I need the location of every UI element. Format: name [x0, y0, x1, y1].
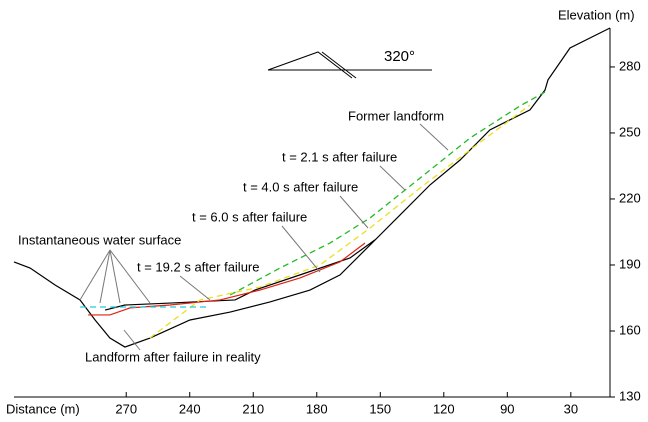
- annotation: t = 6.0 s after failure: [192, 209, 307, 224]
- profile-line: [88, 242, 366, 316]
- leader-line: [419, 123, 449, 151]
- compass: 320°: [267, 48, 432, 79]
- profile-line: [149, 104, 531, 339]
- y-axis-label: Elevation (m): [558, 7, 635, 22]
- annotation: t = 2.1 s after failure: [282, 149, 397, 164]
- profile-line: [104, 239, 376, 311]
- leader-line: [339, 195, 369, 229]
- x-tick-label: 90: [500, 401, 514, 416]
- annotation: Instantaneous water surface: [18, 232, 181, 247]
- x-tick-label: 270: [115, 401, 137, 416]
- leader-line: [99, 249, 111, 304]
- profile-line: [13, 27, 611, 348]
- x-tick-label: 180: [306, 401, 328, 416]
- leader-line: [179, 275, 211, 301]
- y-tick-label: 280: [619, 58, 641, 73]
- compass-arrow: [321, 51, 357, 79]
- x-axis-label: Distance (m): [6, 401, 80, 416]
- leader-line: [123, 329, 141, 351]
- x-tick-label: 210: [242, 401, 264, 416]
- leader-line: [79, 249, 111, 301]
- profile-line: [229, 91, 546, 296]
- x-tick-label: 150: [369, 401, 391, 416]
- x-tick-label: 240: [179, 401, 201, 416]
- y-tick-label: 160: [619, 322, 641, 337]
- annotation: t = 4.0 s after failure: [243, 179, 358, 194]
- leader-line: [109, 249, 151, 304]
- leader-line: [281, 225, 321, 273]
- y-tick-label: 130: [619, 388, 641, 403]
- annotation: t = 19.2 s after failure: [137, 259, 259, 274]
- compass-arrow: [267, 51, 353, 79]
- annotation: Landform after failure in reality: [85, 349, 261, 364]
- annotation: Former landform: [348, 108, 444, 123]
- y-tick-label: 250: [619, 124, 641, 139]
- y-tick-label: 220: [619, 190, 641, 205]
- leader-line: [379, 165, 406, 191]
- leader-line: [109, 249, 121, 304]
- x-tick-label: 120: [433, 401, 455, 416]
- y-tick-label: 190: [619, 256, 641, 271]
- x-tick-label: 30: [564, 401, 578, 416]
- direction-label: 320°: [384, 48, 415, 65]
